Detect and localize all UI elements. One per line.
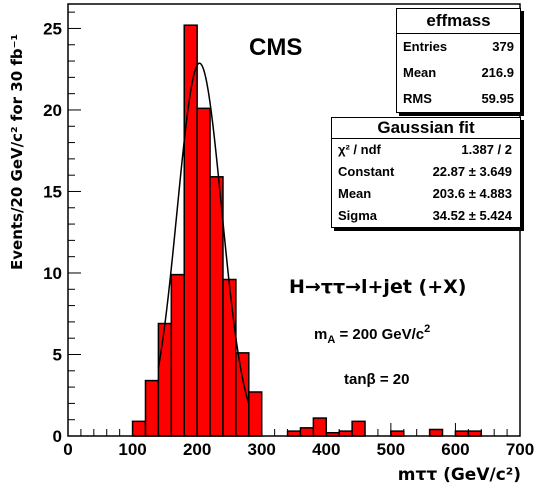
stat-row-mean: Mean 216.9	[397, 60, 520, 86]
histogram-bar	[299, 427, 315, 437]
gaussian-fit-curve	[157, 62, 250, 405]
stat-value: 59.95	[481, 91, 514, 106]
mass-symbol: m	[314, 326, 327, 343]
histogram-bar	[131, 420, 147, 437]
statistics-box-title: effmass	[397, 9, 520, 34]
histogram-bar	[312, 417, 328, 437]
tick-labels: 0 100 200 300 400 500 600 700 0 5 10 15 20 25	[43, 19, 534, 459]
x-axis-label: mττ (GeV/c²)	[398, 465, 521, 485]
fit-box-title: Gaussian fit	[332, 118, 520, 139]
y-tick-label: 0	[53, 427, 62, 446]
histogram-bar	[209, 176, 224, 437]
x-tick-label: 100	[118, 440, 146, 459]
histogram-bar	[144, 379, 160, 437]
fit-row-constant: Constant 22.87 ± 3.649	[332, 161, 520, 183]
histogram-bar	[222, 278, 237, 437]
histogram-bar	[196, 107, 211, 437]
fit-value: 203.6 ± 4.883	[432, 186, 512, 201]
x-tick-label: 400	[312, 440, 340, 459]
stat-label: Mean	[403, 65, 437, 80]
stat-value: 216.9	[481, 65, 514, 80]
x-tick-label: 500	[377, 440, 405, 459]
process-annotation: H→ττ→l+jet (+X)	[289, 276, 466, 298]
y-tick-label: 15	[43, 182, 62, 201]
y-tick-label: 20	[43, 101, 62, 120]
histogram-bar	[428, 428, 444, 437]
stat-label: Entries	[403, 39, 448, 54]
stat-row-rms: RMS 59.95	[397, 86, 520, 112]
mass-value: = 200 GeV/c	[335, 326, 424, 343]
mass-subscript: A	[327, 334, 335, 346]
x-tick-label: 300	[248, 440, 276, 459]
fit-value: 34.52 ± 5.424	[432, 208, 512, 223]
fit-row-mean: Mean 203.6 ± 4.883	[332, 183, 520, 205]
fit-label: Mean	[338, 186, 372, 201]
fit-label: Sigma	[338, 208, 378, 223]
fit-results-box: Gaussian fit χ² / ndf 1.387 / 2 Constant…	[331, 117, 521, 228]
stat-row-entries: Entries 379	[397, 34, 520, 60]
y-tick-label: 25	[43, 19, 62, 38]
x-tick-label: 700	[506, 440, 534, 459]
fit-value: 1.387 / 2	[461, 142, 512, 157]
fit-value: 22.87 ± 3.649	[432, 164, 512, 179]
fit-row-sigma: Sigma 34.52 ± 5.424	[332, 205, 520, 227]
y-tick-label: 10	[43, 264, 62, 283]
histogram-bar	[157, 322, 173, 437]
statistics-box: effmass Entries 379 Mean 216.9 RMS 59.95	[396, 8, 521, 113]
stat-label: RMS	[403, 91, 432, 106]
tanbeta-annotation: tanβ = 20	[344, 371, 409, 388]
chart-title: CMS	[249, 34, 302, 61]
fit-label: Constant	[338, 164, 395, 179]
mass-superscript: 2	[424, 323, 430, 335]
stat-value: 379	[492, 39, 514, 54]
x-tick-label: 600	[441, 440, 469, 459]
histogram-bar	[170, 273, 185, 437]
fit-row-chi2: χ² / ndf 1.387 / 2	[332, 139, 520, 161]
axis-ticks	[67, 11, 521, 437]
y-tick-label: 5	[53, 345, 62, 364]
fit-label: χ² / ndf	[338, 142, 381, 157]
x-tick-label: 0	[63, 440, 72, 459]
histogram-bar	[248, 391, 263, 437]
x-tick-label: 200	[183, 440, 211, 459]
histogram-bar	[351, 420, 366, 437]
mass-annotation: mA = 200 GeV/c2	[314, 323, 430, 346]
y-axis-label: Events/20 GeV/c² for 30 fb⁻¹	[8, 34, 26, 270]
